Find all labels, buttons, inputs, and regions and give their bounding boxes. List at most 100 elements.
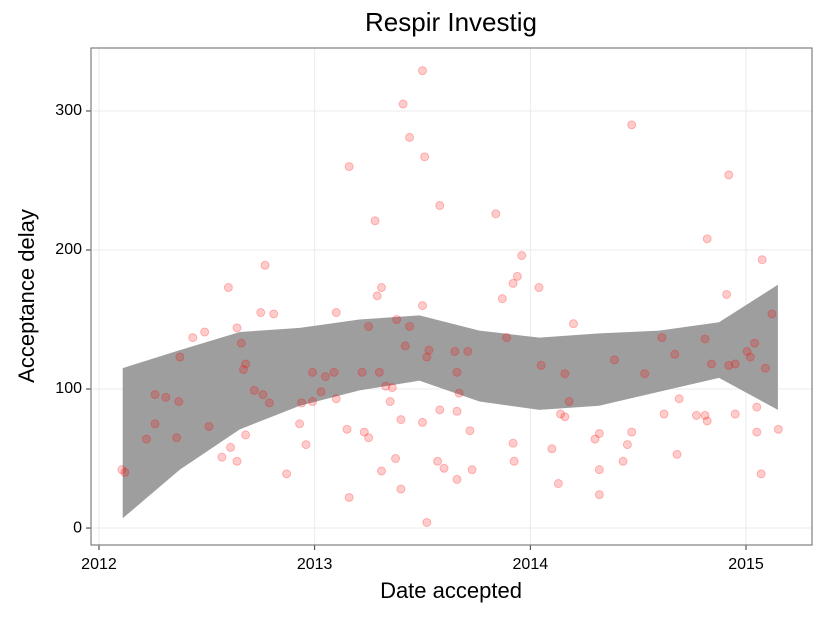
data-point — [364, 321, 374, 331]
data-point — [223, 283, 233, 293]
data-point — [377, 466, 387, 476]
data-point — [249, 385, 259, 395]
data-point — [405, 132, 415, 142]
data-point — [508, 438, 518, 448]
data-point — [590, 434, 600, 444]
data-point — [670, 349, 680, 359]
y-tick-label: 100 — [55, 380, 82, 397]
x-axis-label: Date accepted — [380, 578, 522, 603]
data-point — [331, 308, 341, 318]
data-point — [385, 397, 395, 407]
data-point — [757, 255, 767, 265]
data-point — [609, 355, 619, 365]
data-point — [452, 367, 462, 377]
data-point — [400, 341, 410, 351]
data-point — [452, 474, 462, 484]
data-point — [331, 394, 341, 404]
data-point — [200, 327, 210, 337]
data-point — [509, 456, 519, 466]
plot-panel — [91, 48, 812, 545]
data-point — [396, 484, 406, 494]
data-point — [674, 394, 684, 404]
x-tick-label: 2015 — [728, 556, 764, 573]
data-point — [307, 397, 317, 407]
data-point — [491, 209, 501, 219]
data-point — [172, 433, 182, 443]
data-point — [236, 338, 246, 348]
data-point — [724, 360, 734, 370]
data-point — [750, 338, 760, 348]
data-point — [150, 419, 160, 429]
data-point — [238, 365, 248, 375]
data-point — [217, 452, 227, 462]
data-point — [417, 301, 427, 311]
data-point — [150, 390, 160, 400]
data-point — [454, 388, 464, 398]
data-point — [392, 315, 402, 325]
data-point — [512, 271, 522, 281]
data-point — [260, 260, 270, 270]
y-tick-label: 300 — [55, 102, 82, 119]
data-point — [594, 429, 604, 439]
data-point — [568, 319, 578, 329]
data-point — [706, 359, 716, 369]
data-point — [640, 369, 650, 379]
data-point — [175, 352, 185, 362]
data-point — [497, 294, 507, 304]
data-point — [282, 469, 292, 479]
data-point — [722, 289, 732, 299]
y-tick-label: 200 — [55, 241, 82, 258]
data-point — [204, 422, 214, 432]
data-point — [417, 417, 427, 427]
data-point — [329, 367, 339, 377]
data-point — [301, 440, 311, 450]
chart-title: Respir Investig — [365, 7, 537, 37]
data-point — [391, 454, 401, 464]
data-point — [534, 283, 544, 293]
data-point — [161, 392, 171, 402]
x-tick-label: 2012 — [81, 556, 117, 573]
data-point — [370, 216, 380, 226]
x-tick-label: 2013 — [297, 556, 333, 573]
data-point — [756, 469, 766, 479]
data-point — [256, 308, 266, 318]
data-point — [344, 492, 354, 502]
data-point — [700, 334, 710, 344]
data-point — [560, 412, 570, 422]
data-point — [424, 345, 434, 355]
data-point — [422, 517, 432, 527]
data-point — [226, 442, 236, 452]
data-point — [508, 278, 518, 288]
data-point — [381, 381, 391, 391]
data-point — [767, 309, 777, 319]
data-point — [553, 479, 563, 489]
data-point — [547, 444, 557, 454]
data-point — [627, 427, 637, 437]
data-point — [502, 333, 512, 343]
data-point — [320, 372, 330, 382]
data-point — [730, 409, 740, 419]
data-point — [342, 424, 352, 434]
data-point — [622, 440, 632, 450]
data-point — [295, 419, 305, 429]
x-tick-label: 2014 — [513, 556, 549, 573]
data-point — [465, 426, 475, 436]
data-point — [702, 416, 712, 426]
data-point — [773, 424, 783, 434]
data-point — [372, 291, 382, 301]
data-point — [396, 415, 406, 425]
data-point — [264, 398, 274, 408]
panel-border — [90, 47, 813, 546]
data-point — [659, 409, 669, 419]
data-point — [316, 387, 326, 397]
data-point — [560, 369, 570, 379]
y-tick-label: 0 — [73, 519, 82, 536]
data-point — [117, 465, 127, 475]
y-axis-label: Acceptance delay — [14, 209, 39, 383]
data-point — [377, 283, 387, 293]
data-point — [433, 456, 443, 466]
points-layer — [117, 66, 783, 527]
data-point — [760, 363, 770, 373]
data-point — [435, 201, 445, 211]
